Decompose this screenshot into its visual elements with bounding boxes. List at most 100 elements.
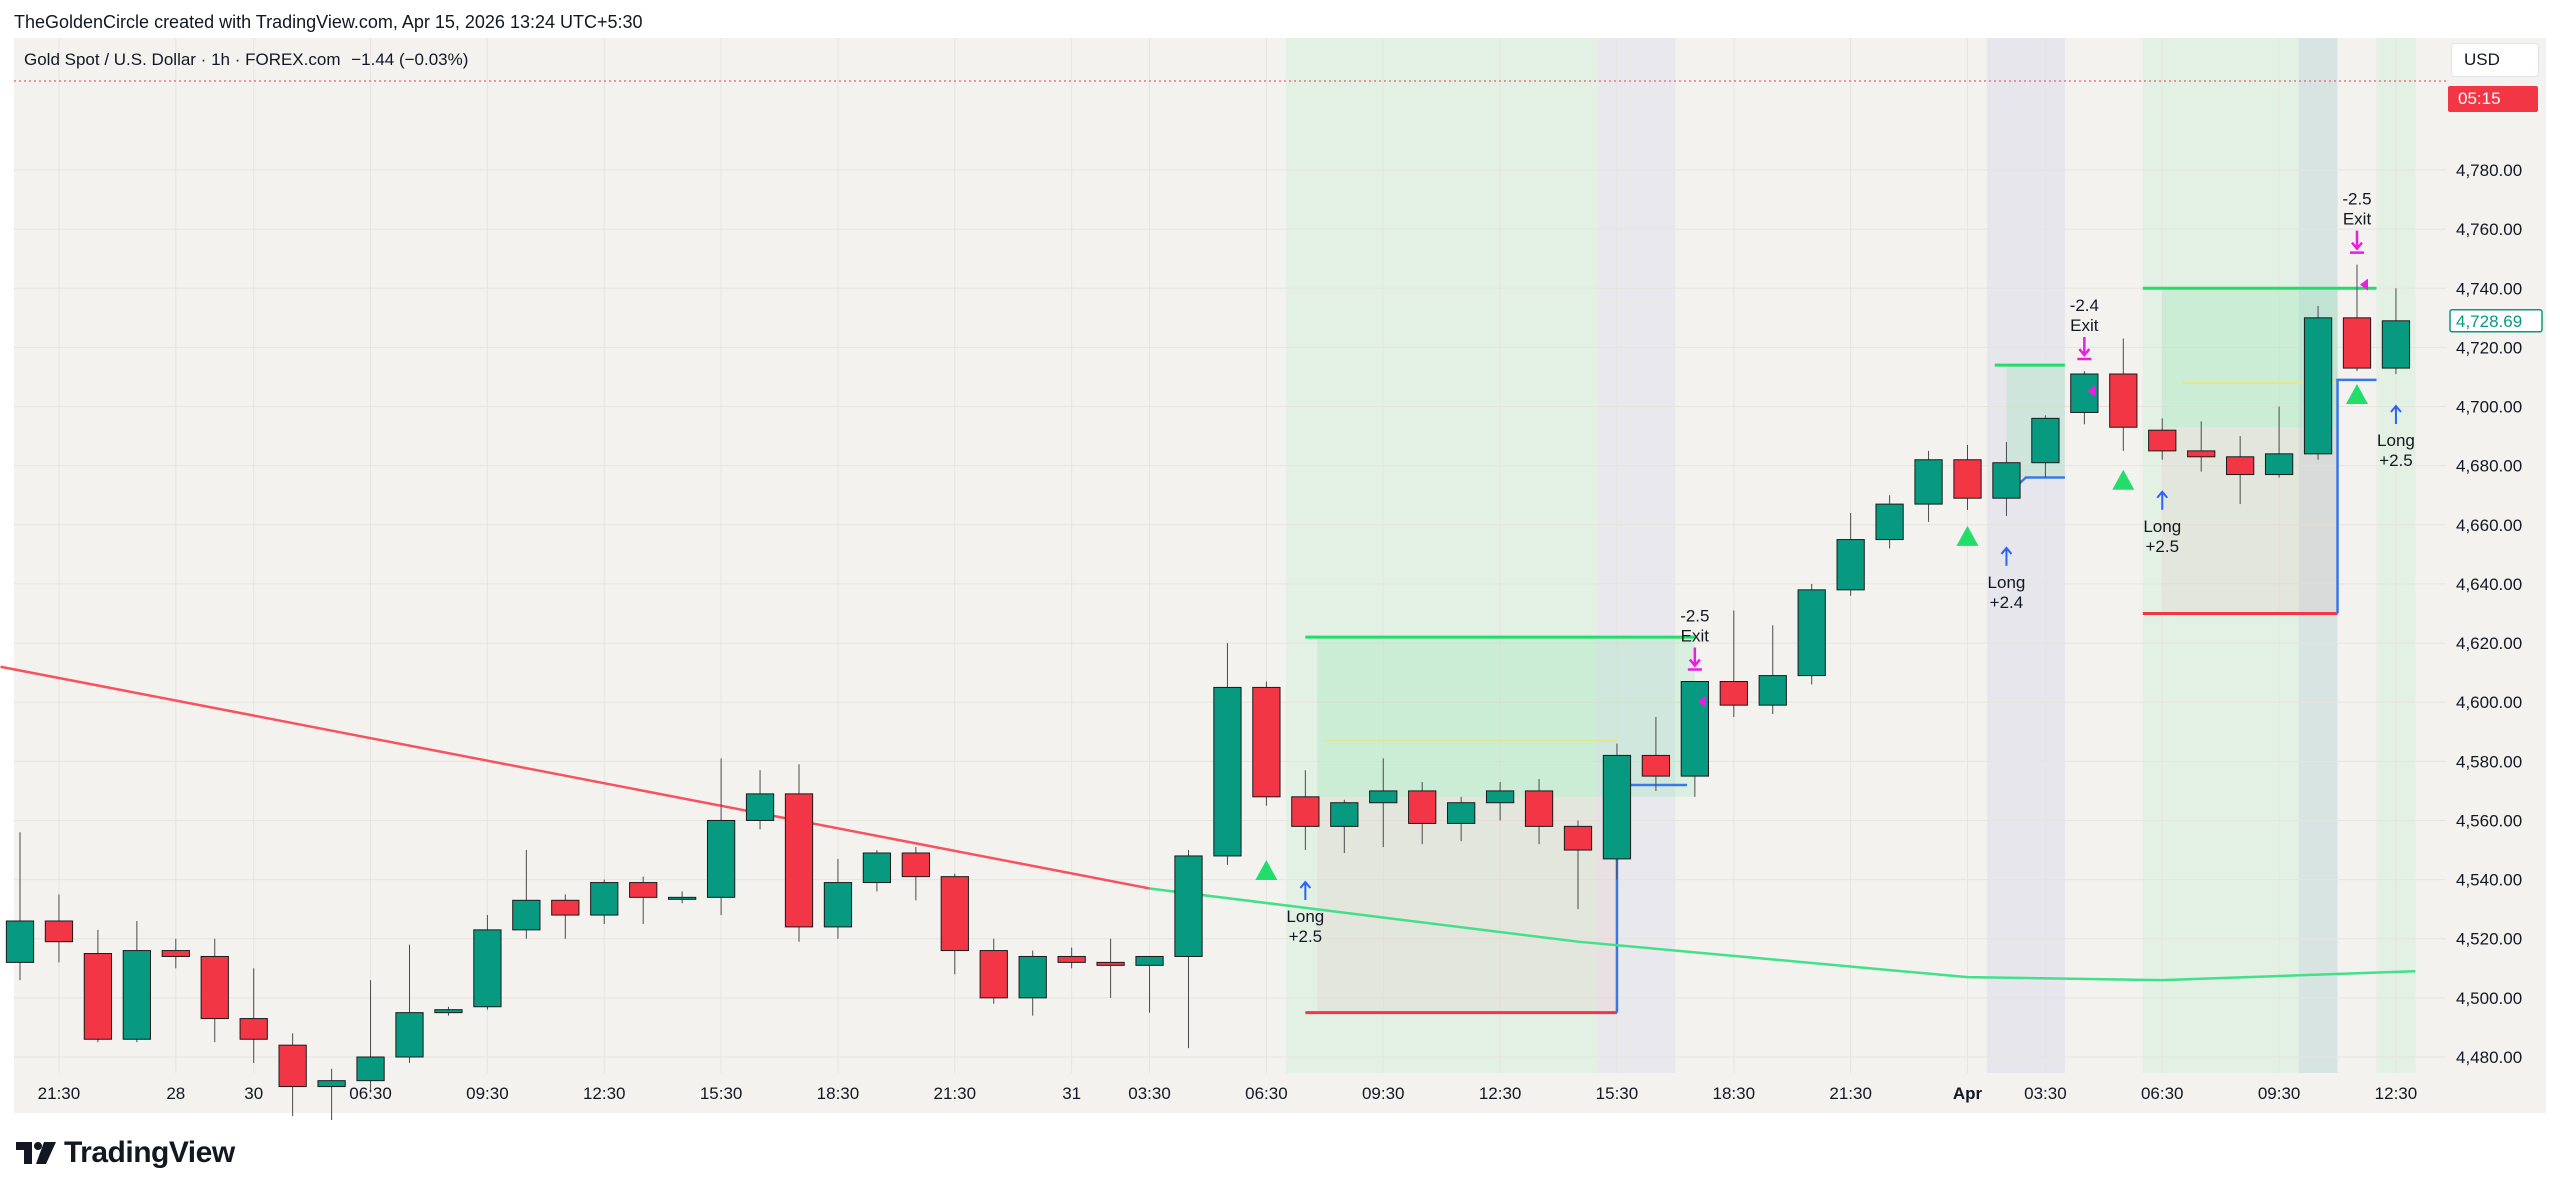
plot-background xyxy=(14,38,2446,1073)
candle-up[interactable] xyxy=(1369,790,1398,804)
candle-up[interactable] xyxy=(1797,589,1826,677)
candle-down[interactable] xyxy=(551,899,580,916)
time-tick-label: 06:30 xyxy=(1245,1084,1288,1103)
candle-up[interactable] xyxy=(5,920,35,963)
candle-down[interactable] xyxy=(940,876,969,952)
symbol-info: Gold Spot / U.S. Dollar · 1h · FOREX.com… xyxy=(24,50,474,70)
candle-down[interactable] xyxy=(2342,317,2372,369)
signal-value: -2.4 xyxy=(2070,296,2099,315)
price-tick-label: 4,560.00 xyxy=(2456,811,2522,830)
candle-up[interactable] xyxy=(356,1056,385,1082)
candle-up[interactable] xyxy=(1447,802,1476,824)
candle-up[interactable] xyxy=(823,882,853,928)
candle-up[interactable] xyxy=(668,896,697,900)
candle-down[interactable] xyxy=(901,852,930,878)
price-tick-label: 4,540.00 xyxy=(2456,871,2522,890)
candle-up[interactable] xyxy=(1914,459,1943,505)
candle-down[interactable] xyxy=(1953,459,1982,499)
time-tick-label: 12:30 xyxy=(1479,1084,1522,1103)
session-shade xyxy=(1986,38,2065,1073)
candle-down[interactable] xyxy=(1408,790,1437,824)
long-arrow-icon xyxy=(1299,880,1312,901)
candle-up[interactable] xyxy=(1680,681,1709,777)
time-tick-label: 09:30 xyxy=(2258,1084,2301,1103)
candle-up[interactable] xyxy=(512,899,541,931)
candle-down[interactable] xyxy=(1252,686,1281,798)
currency-selector[interactable]: USD xyxy=(2451,43,2539,77)
entry-triangle-icon xyxy=(1255,860,1278,881)
candle-down[interactable] xyxy=(2187,450,2216,458)
candle-down[interactable] xyxy=(1291,796,1320,827)
candle-up[interactable] xyxy=(1875,503,1904,541)
time-tick-label: 12:30 xyxy=(2375,1084,2418,1103)
candle-up[interactable] xyxy=(395,1012,424,1058)
candle-up[interactable] xyxy=(706,819,736,898)
time-axis-background xyxy=(14,1073,2546,1113)
trailing-stop-line xyxy=(2336,378,2377,614)
price-tick-label: 4,620.00 xyxy=(2456,634,2522,653)
candle-up[interactable] xyxy=(2303,317,2333,455)
candle-up[interactable] xyxy=(2264,453,2294,476)
candle-up[interactable] xyxy=(1992,462,2021,499)
candle-down[interactable] xyxy=(2148,429,2177,452)
candle-up[interactable] xyxy=(1330,802,1359,827)
candle-down[interactable] xyxy=(278,1044,307,1088)
brand-name: TradingView xyxy=(64,1136,235,1169)
candle-down[interactable] xyxy=(161,950,190,957)
candle-down[interactable] xyxy=(1096,961,1125,966)
candle-up[interactable] xyxy=(473,929,502,1008)
candle-up[interactable] xyxy=(317,1080,346,1088)
price-tick-label: 4,660.00 xyxy=(2456,516,2522,535)
chart-credit: TheGoldenCircle created with TradingView… xyxy=(14,12,643,32)
candle-up[interactable] xyxy=(1018,955,1047,999)
time-tick-label: 15:30 xyxy=(700,1084,743,1103)
exit-marker-icon xyxy=(1697,695,1706,708)
candle-down[interactable] xyxy=(2226,456,2255,476)
candle-up[interactable] xyxy=(590,882,619,916)
exit-marker-icon xyxy=(2360,278,2368,291)
candle-up[interactable] xyxy=(1485,790,1515,804)
entry-triangle-icon xyxy=(2345,384,2368,405)
candle-down[interactable] xyxy=(44,920,74,943)
signal-label: Long xyxy=(1286,907,1324,926)
candle-down[interactable] xyxy=(784,793,814,928)
price-tick-label: 4,700.00 xyxy=(2456,398,2522,417)
exit-marker-icon xyxy=(2087,385,2096,398)
candle-down[interactable] xyxy=(629,882,658,898)
price-chart[interactable]: Long+2.5-2.5ExitLong+2.4-2.4ExitLong+2.5… xyxy=(0,0,2560,1120)
candle-up[interactable] xyxy=(862,852,892,884)
candle-up[interactable] xyxy=(434,1009,463,1014)
candle-up[interactable] xyxy=(1213,686,1242,857)
candle-up[interactable] xyxy=(122,950,151,1040)
candle-down[interactable] xyxy=(200,955,229,1020)
symbol-name[interactable]: Gold Spot / U.S. Dollar · 1h · FOREX.com xyxy=(24,50,341,69)
exit-arrow-icon xyxy=(2077,337,2092,361)
session-shade xyxy=(1597,38,1676,1073)
candle-down[interactable] xyxy=(1057,955,1086,963)
candle-up[interactable] xyxy=(1135,955,1164,966)
candle-down[interactable] xyxy=(2109,373,2138,428)
candle-up[interactable] xyxy=(745,793,775,821)
candle-up[interactable] xyxy=(2031,417,2060,464)
candle-down[interactable] xyxy=(979,950,1008,999)
time-tick-label: 06:30 xyxy=(349,1084,392,1103)
tradingview-footer: TradingView xyxy=(16,1136,235,1170)
candle-up[interactable] xyxy=(2381,320,2411,369)
time-tick-label: 21:30 xyxy=(934,1084,977,1103)
candle-up[interactable] xyxy=(1174,855,1203,957)
time-tick-label: Apr xyxy=(1953,1084,1983,1103)
candle-up[interactable] xyxy=(1758,675,1787,706)
candle-down[interactable] xyxy=(1641,754,1671,777)
candle-down[interactable] xyxy=(239,1018,268,1040)
session-shade xyxy=(1285,38,1598,1073)
signal-label: Exit xyxy=(1681,627,1710,646)
candle-down[interactable] xyxy=(1563,825,1593,851)
candle-down[interactable] xyxy=(1719,681,1748,706)
candle-down[interactable] xyxy=(1524,790,1554,827)
candle-up[interactable] xyxy=(1836,539,1865,591)
entry-triangle-icon xyxy=(1956,525,1979,546)
candle-down[interactable] xyxy=(83,953,113,1040)
long-arrow-icon xyxy=(2390,404,2402,425)
exit-arrow-icon xyxy=(1687,647,1702,671)
candle-up[interactable] xyxy=(1602,754,1632,860)
